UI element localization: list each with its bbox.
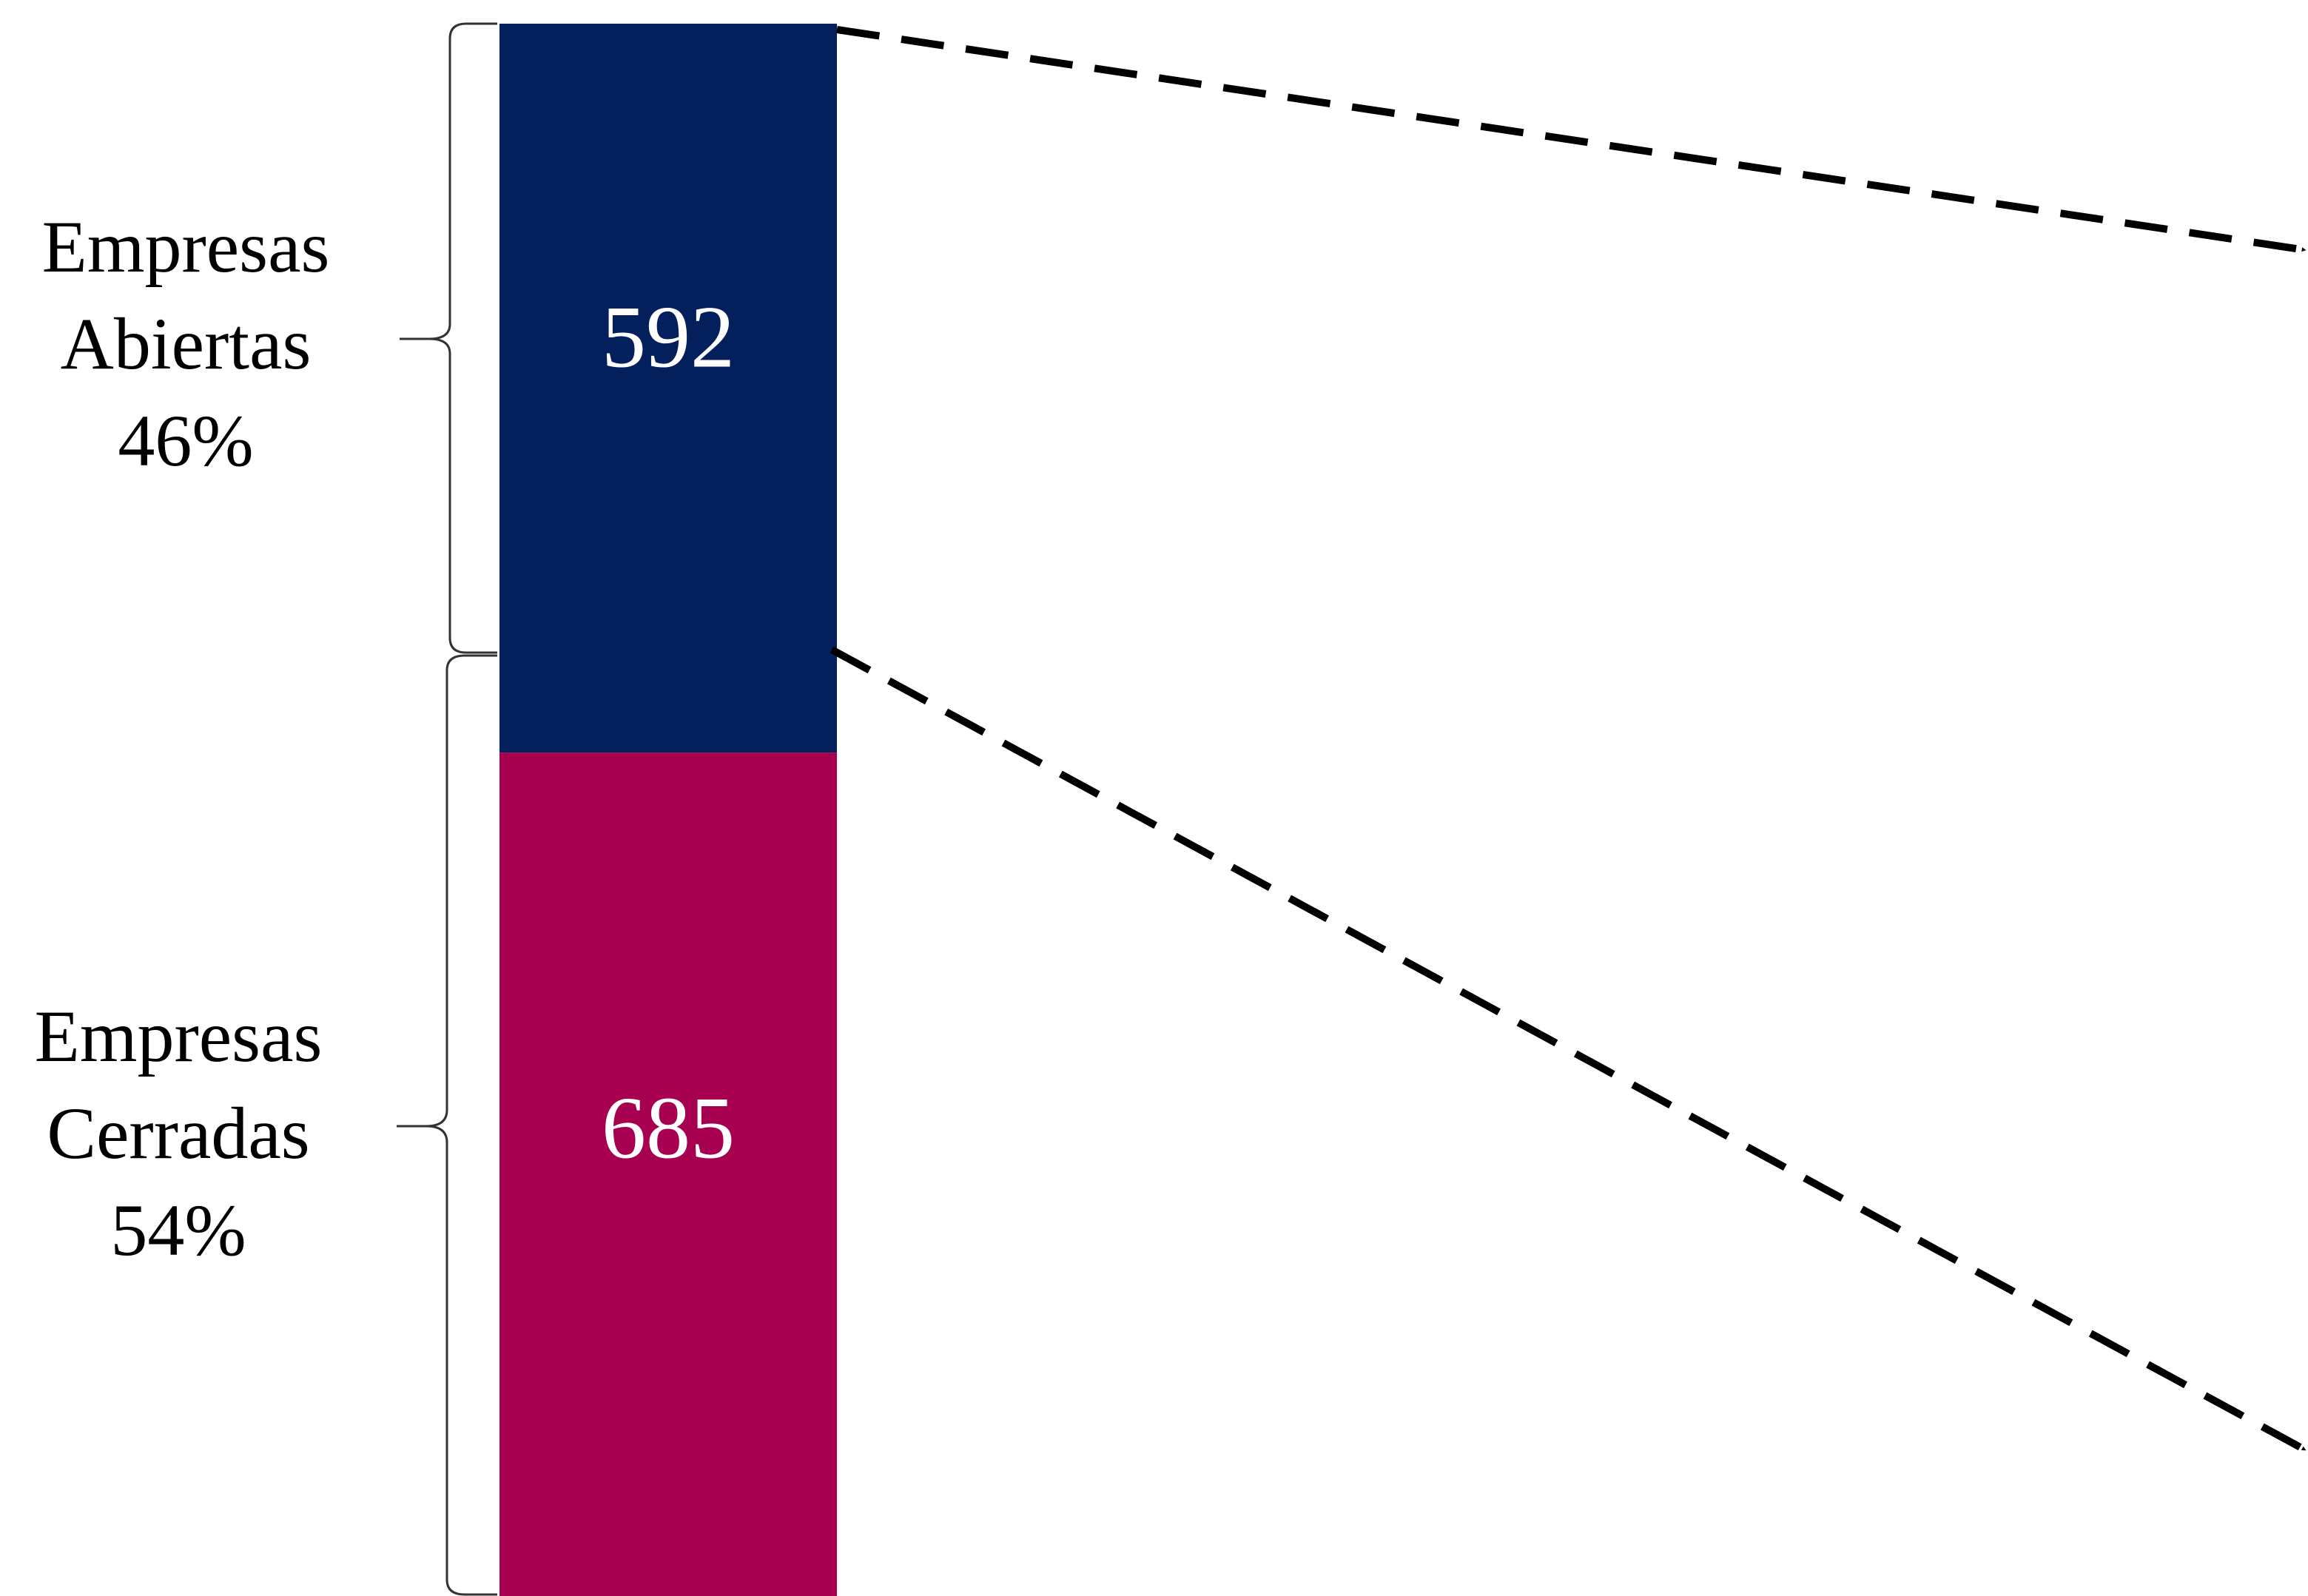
category-label-abiertas: Empresas Abiertas 46% [12, 198, 360, 489]
percent-label-cerradas: 54% [110, 1189, 246, 1271]
category-label-cerradas: Empresas Cerradas 54% [4, 988, 352, 1279]
category-label-cerradas-line1: Empresas [34, 995, 323, 1077]
dashed-arrow-abiertas [836, 26, 2307, 254]
bar-value-label-cerradas: 685 [602, 1079, 735, 1177]
category-label-cerradas-line2: Cerradas [47, 1092, 310, 1174]
category-label-abiertas-line2: Abiertas [60, 303, 312, 385]
dashed-arrow-cerradas [830, 646, 2308, 1454]
category-label-abiertas-line1: Empresas [41, 206, 330, 288]
percent-label-abiertas: 46% [118, 400, 254, 482]
brace-cerradas [397, 654, 497, 1596]
bar-segment-cerradas [499, 752, 837, 1596]
bar-segment-abiertas [499, 24, 837, 753]
brace-abiertas [400, 22, 497, 654]
bar-value-label-abiertas: 592 [602, 288, 735, 386]
